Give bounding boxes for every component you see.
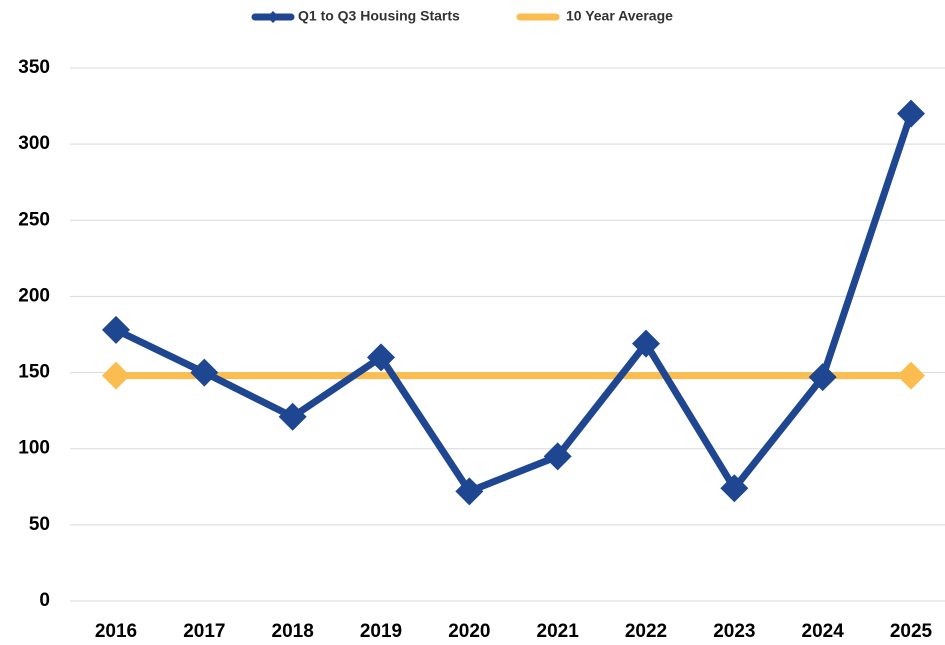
marker [278,402,307,431]
y-tick-label: 100 [18,438,50,459]
marker [102,315,130,344]
marker [897,99,925,128]
y-tick-label: 150 [18,362,50,383]
y-tick-label: 0 [39,590,50,611]
x-tick-label: 2020 [448,621,490,642]
y-tick-label: 50 [29,514,50,535]
marker [190,358,219,387]
marker [455,477,484,506]
y-tick-label: 200 [18,285,50,306]
line [114,112,915,495]
y-tick-label: 250 [18,209,50,230]
x-tick-label: 2025 [890,621,933,642]
y-tick-label: 300 [18,133,50,154]
x-tick-label: 2022 [625,621,667,642]
marker [543,442,572,471]
x-tick-label: 2024 [802,621,845,642]
x-tick-label: 2021 [537,621,580,642]
marker [632,329,660,358]
x-tick-label: 2019 [360,621,402,642]
marker [720,474,749,503]
marker [808,363,837,392]
marker [897,361,925,390]
x-tick-label: 2017 [183,621,225,642]
marker [102,361,130,390]
x-tick-label: 2023 [713,621,755,642]
x-tick-label: 2016 [95,621,137,642]
legend-label: Q1 to Q3 Housing Starts [298,8,460,24]
y-tick-label: 350 [18,57,50,78]
marker [367,343,395,372]
x-tick-label: 2018 [272,621,314,642]
legend-marker [267,11,279,23]
legend-label: 10 Year Average [566,8,673,24]
